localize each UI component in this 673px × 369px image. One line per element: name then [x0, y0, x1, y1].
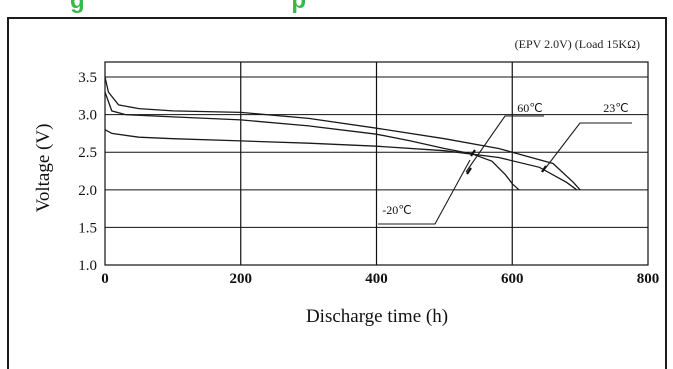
grid — [105, 62, 648, 265]
page-title: g p — [70, 0, 307, 14]
y-tick-label: 3.0 — [78, 108, 97, 124]
leader-line-23c — [543, 122, 632, 171]
y-tick-label: 2.0 — [78, 183, 97, 199]
series-group — [104, 76, 581, 191]
y-tick-label: 1.0 — [78, 258, 97, 274]
plot-area — [104, 61, 649, 266]
ticks: 1.0 1.5 2.0 2.5 3.0 3.5 0 200 400 600 800 — [78, 70, 659, 287]
y-axis-label: Voltage (V) — [33, 124, 54, 213]
series-label-minus20c: -20℃ — [382, 203, 411, 217]
series-line-23c — [104, 76, 581, 191]
series-line-minus20c — [104, 129, 578, 191]
leader-line-minus20c — [378, 159, 471, 225]
series-label-60c: 60℃ — [517, 101, 542, 115]
series-label-23c: 23℃ — [603, 101, 628, 115]
arrow-marker-23c — [541, 165, 547, 173]
series-line-60c — [104, 91, 520, 191]
chart-annotation: (EPV 2.0V) (Load 15KΩ) — [515, 37, 640, 51]
x-tick-label: 0 — [101, 271, 109, 287]
y-tick-label: 1.5 — [78, 220, 97, 236]
callouts — [378, 115, 632, 225]
x-tick-label: 400 — [365, 271, 388, 287]
chart-frame — [7, 17, 667, 369]
header-bar — [0, 0, 673, 10]
y-tick-label: 2.5 — [78, 145, 97, 161]
x-tick-label: 600 — [501, 271, 524, 287]
x-tick-label: 800 — [637, 271, 660, 287]
y-tick-label: 3.5 — [78, 70, 97, 86]
x-axis-label: Discharge time (h) — [306, 306, 448, 327]
leader-line-60c — [465, 115, 544, 173]
arrow-marker-60c — [466, 149, 476, 175]
x-tick-label: 200 — [230, 271, 253, 287]
